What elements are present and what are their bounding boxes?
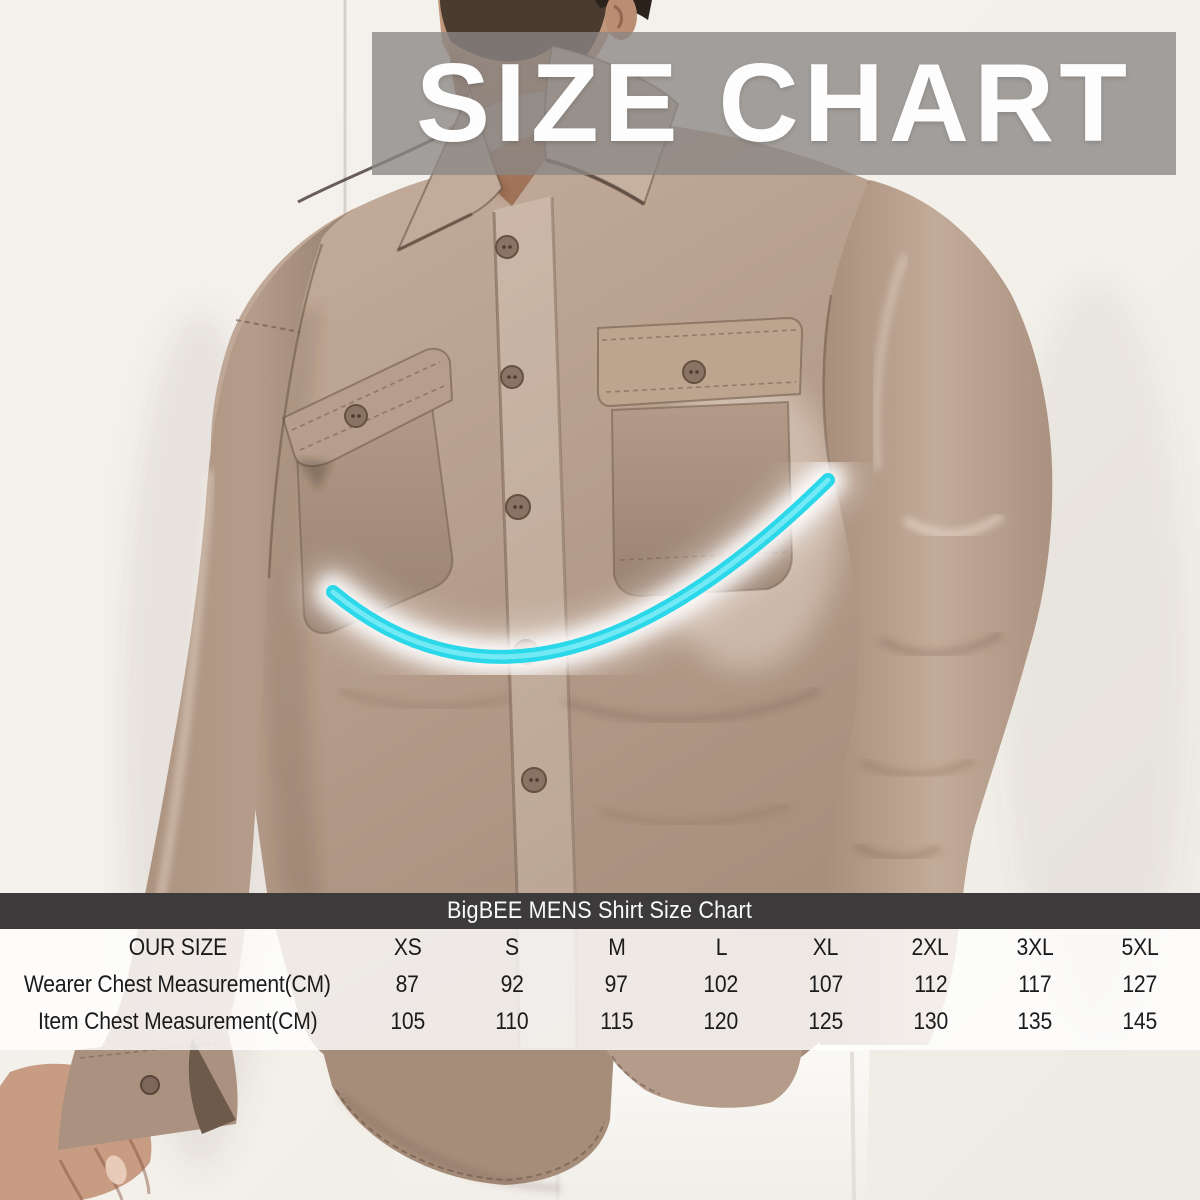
table-title: BigBEE MENS Shirt Size Chart [447,897,753,924]
row-label: Item Chest Measurement(CM) [37,1007,318,1035]
row-label: Wearer Chest Measurement(CM) [24,970,331,998]
column-header: XL [813,933,839,961]
column-header: 3XL [1016,933,1054,961]
size-value: 107 [808,970,844,998]
size-value: 97 [604,970,629,998]
size-value: 112 [913,970,948,998]
size-value: 145 [1122,1007,1158,1035]
column-header: M [607,933,626,961]
thumbnail [105,1155,127,1185]
size-value: 110 [495,1007,529,1035]
title-banner: SIZE CHART [372,32,1176,175]
size-value: 92 [500,970,524,998]
size-value: 120 [703,1007,739,1035]
size-value: 87 [395,970,419,998]
size-value: 105 [389,1007,425,1035]
size-chart-title: SIZE CHART [416,41,1132,165]
size-value: 130 [913,1007,948,1035]
column-header: 2XL [911,933,949,961]
column-header: XS [393,933,422,961]
size-value: 135 [1017,1007,1053,1035]
size-value: 127 [1122,970,1158,998]
right-arm-sleeve [820,180,1053,1045]
size-value: 102 [703,970,739,998]
size-table: OUR SIZE XS S M L XL 2XL 3XL 5XL Wearer … [0,929,1200,1050]
size-value: 115 [599,1007,634,1035]
size-value: 125 [808,1007,844,1035]
left-arm-sleeve [88,205,362,1070]
row-label-header: OUR SIZE [128,933,227,961]
table-header-bar: BigBEE MENS Shirt Size Chart [0,893,1200,929]
shirt-hem [322,1048,802,1191]
chest-measurement-line [303,450,858,687]
column-header: 5XL [1121,933,1159,961]
column-header: L [715,933,727,961]
size-value: 117 [1018,970,1052,998]
column-header: S [504,933,519,961]
